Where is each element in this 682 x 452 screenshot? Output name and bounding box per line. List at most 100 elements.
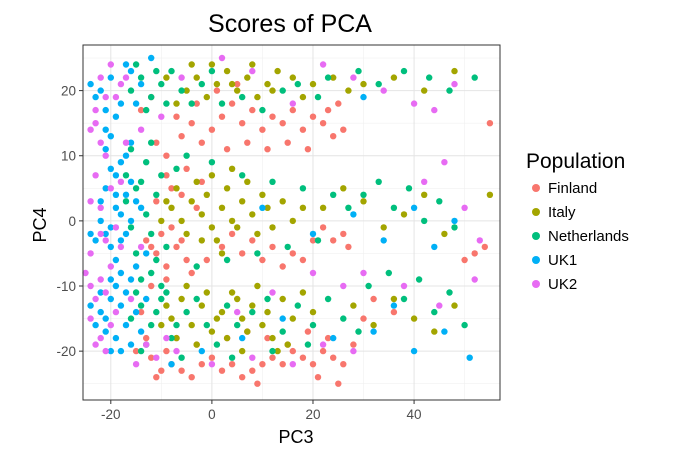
data-point — [304, 341, 312, 348]
data-point — [198, 361, 205, 368]
data-point — [228, 217, 236, 225]
data-point — [385, 269, 392, 277]
data-point — [92, 120, 99, 127]
data-point — [309, 308, 317, 316]
data-point — [269, 87, 276, 94]
data-point — [117, 178, 125, 185]
data-point — [451, 67, 458, 75]
data-point — [198, 80, 205, 88]
data-point — [274, 347, 281, 355]
data-point — [355, 67, 362, 75]
data-point — [193, 100, 200, 107]
data-point — [279, 198, 286, 205]
y-tick-label: -20 — [56, 344, 76, 359]
data-point — [471, 250, 478, 257]
data-point — [183, 165, 190, 172]
data-point — [330, 133, 337, 140]
data-point — [148, 54, 155, 62]
data-point — [158, 321, 165, 329]
data-point — [112, 172, 120, 179]
data-point — [143, 250, 150, 257]
data-point — [249, 237, 256, 244]
data-point — [168, 204, 175, 211]
data-point — [132, 289, 140, 296]
data-point — [163, 74, 170, 81]
data-point — [213, 87, 221, 94]
data-point — [87, 198, 94, 205]
data-point — [289, 250, 296, 257]
data-point — [279, 263, 286, 270]
data-point — [87, 230, 94, 238]
data-point — [92, 237, 99, 244]
data-point — [466, 354, 473, 361]
data-point — [153, 354, 160, 361]
data-point — [178, 87, 185, 94]
data-point — [254, 250, 261, 257]
data-point — [107, 74, 115, 81]
data-point — [380, 224, 387, 231]
data-point — [107, 243, 115, 251]
data-point — [259, 191, 266, 198]
data-point — [127, 146, 135, 153]
data-point — [289, 100, 296, 107]
data-point — [127, 217, 135, 225]
data-point — [122, 289, 130, 296]
data-point — [193, 74, 200, 81]
data-point — [183, 282, 190, 290]
data-point — [188, 198, 195, 205]
data-point — [102, 185, 109, 192]
data-point — [340, 126, 347, 133]
data-point — [380, 237, 387, 244]
data-point — [355, 328, 362, 335]
data-point — [279, 361, 286, 368]
data-point — [178, 367, 185, 374]
data-point — [132, 61, 140, 68]
data-point — [178, 191, 185, 198]
data-point — [137, 204, 145, 211]
data-point — [223, 256, 231, 264]
legend-key-italy — [532, 208, 540, 216]
data-point — [97, 308, 104, 316]
data-point — [132, 185, 140, 192]
data-point — [360, 191, 367, 198]
data-point — [365, 282, 372, 290]
series-uk1 — [87, 54, 473, 368]
data-point — [410, 204, 418, 211]
data-point — [102, 237, 109, 244]
data-point — [330, 237, 337, 244]
data-point — [112, 204, 120, 211]
data-point — [132, 100, 140, 107]
data-point — [127, 315, 135, 322]
data-point — [239, 315, 246, 322]
data-point — [410, 315, 418, 322]
data-point — [203, 191, 210, 198]
data-point — [239, 120, 246, 127]
data-point — [223, 334, 231, 342]
data-point — [107, 276, 115, 283]
data-point — [299, 289, 307, 296]
data-point — [137, 126, 145, 133]
data-point — [299, 256, 307, 264]
data-point — [375, 178, 382, 185]
data-point — [421, 217, 428, 225]
data-point — [148, 139, 155, 146]
data-point — [148, 93, 155, 101]
data-point — [163, 289, 170, 296]
data-point — [137, 178, 145, 185]
data-point — [441, 159, 448, 166]
data-point — [279, 328, 286, 335]
data-point — [244, 74, 251, 81]
data-point — [127, 139, 135, 146]
data-point — [143, 334, 150, 342]
data-point — [486, 120, 494, 127]
data-point — [228, 361, 236, 368]
data-point — [299, 126, 307, 133]
data-point — [431, 243, 438, 251]
data-point — [213, 237, 221, 244]
data-point — [314, 237, 322, 244]
data-point — [102, 328, 109, 335]
data-point — [122, 74, 130, 81]
data-point — [314, 374, 322, 381]
data-point — [264, 295, 271, 303]
